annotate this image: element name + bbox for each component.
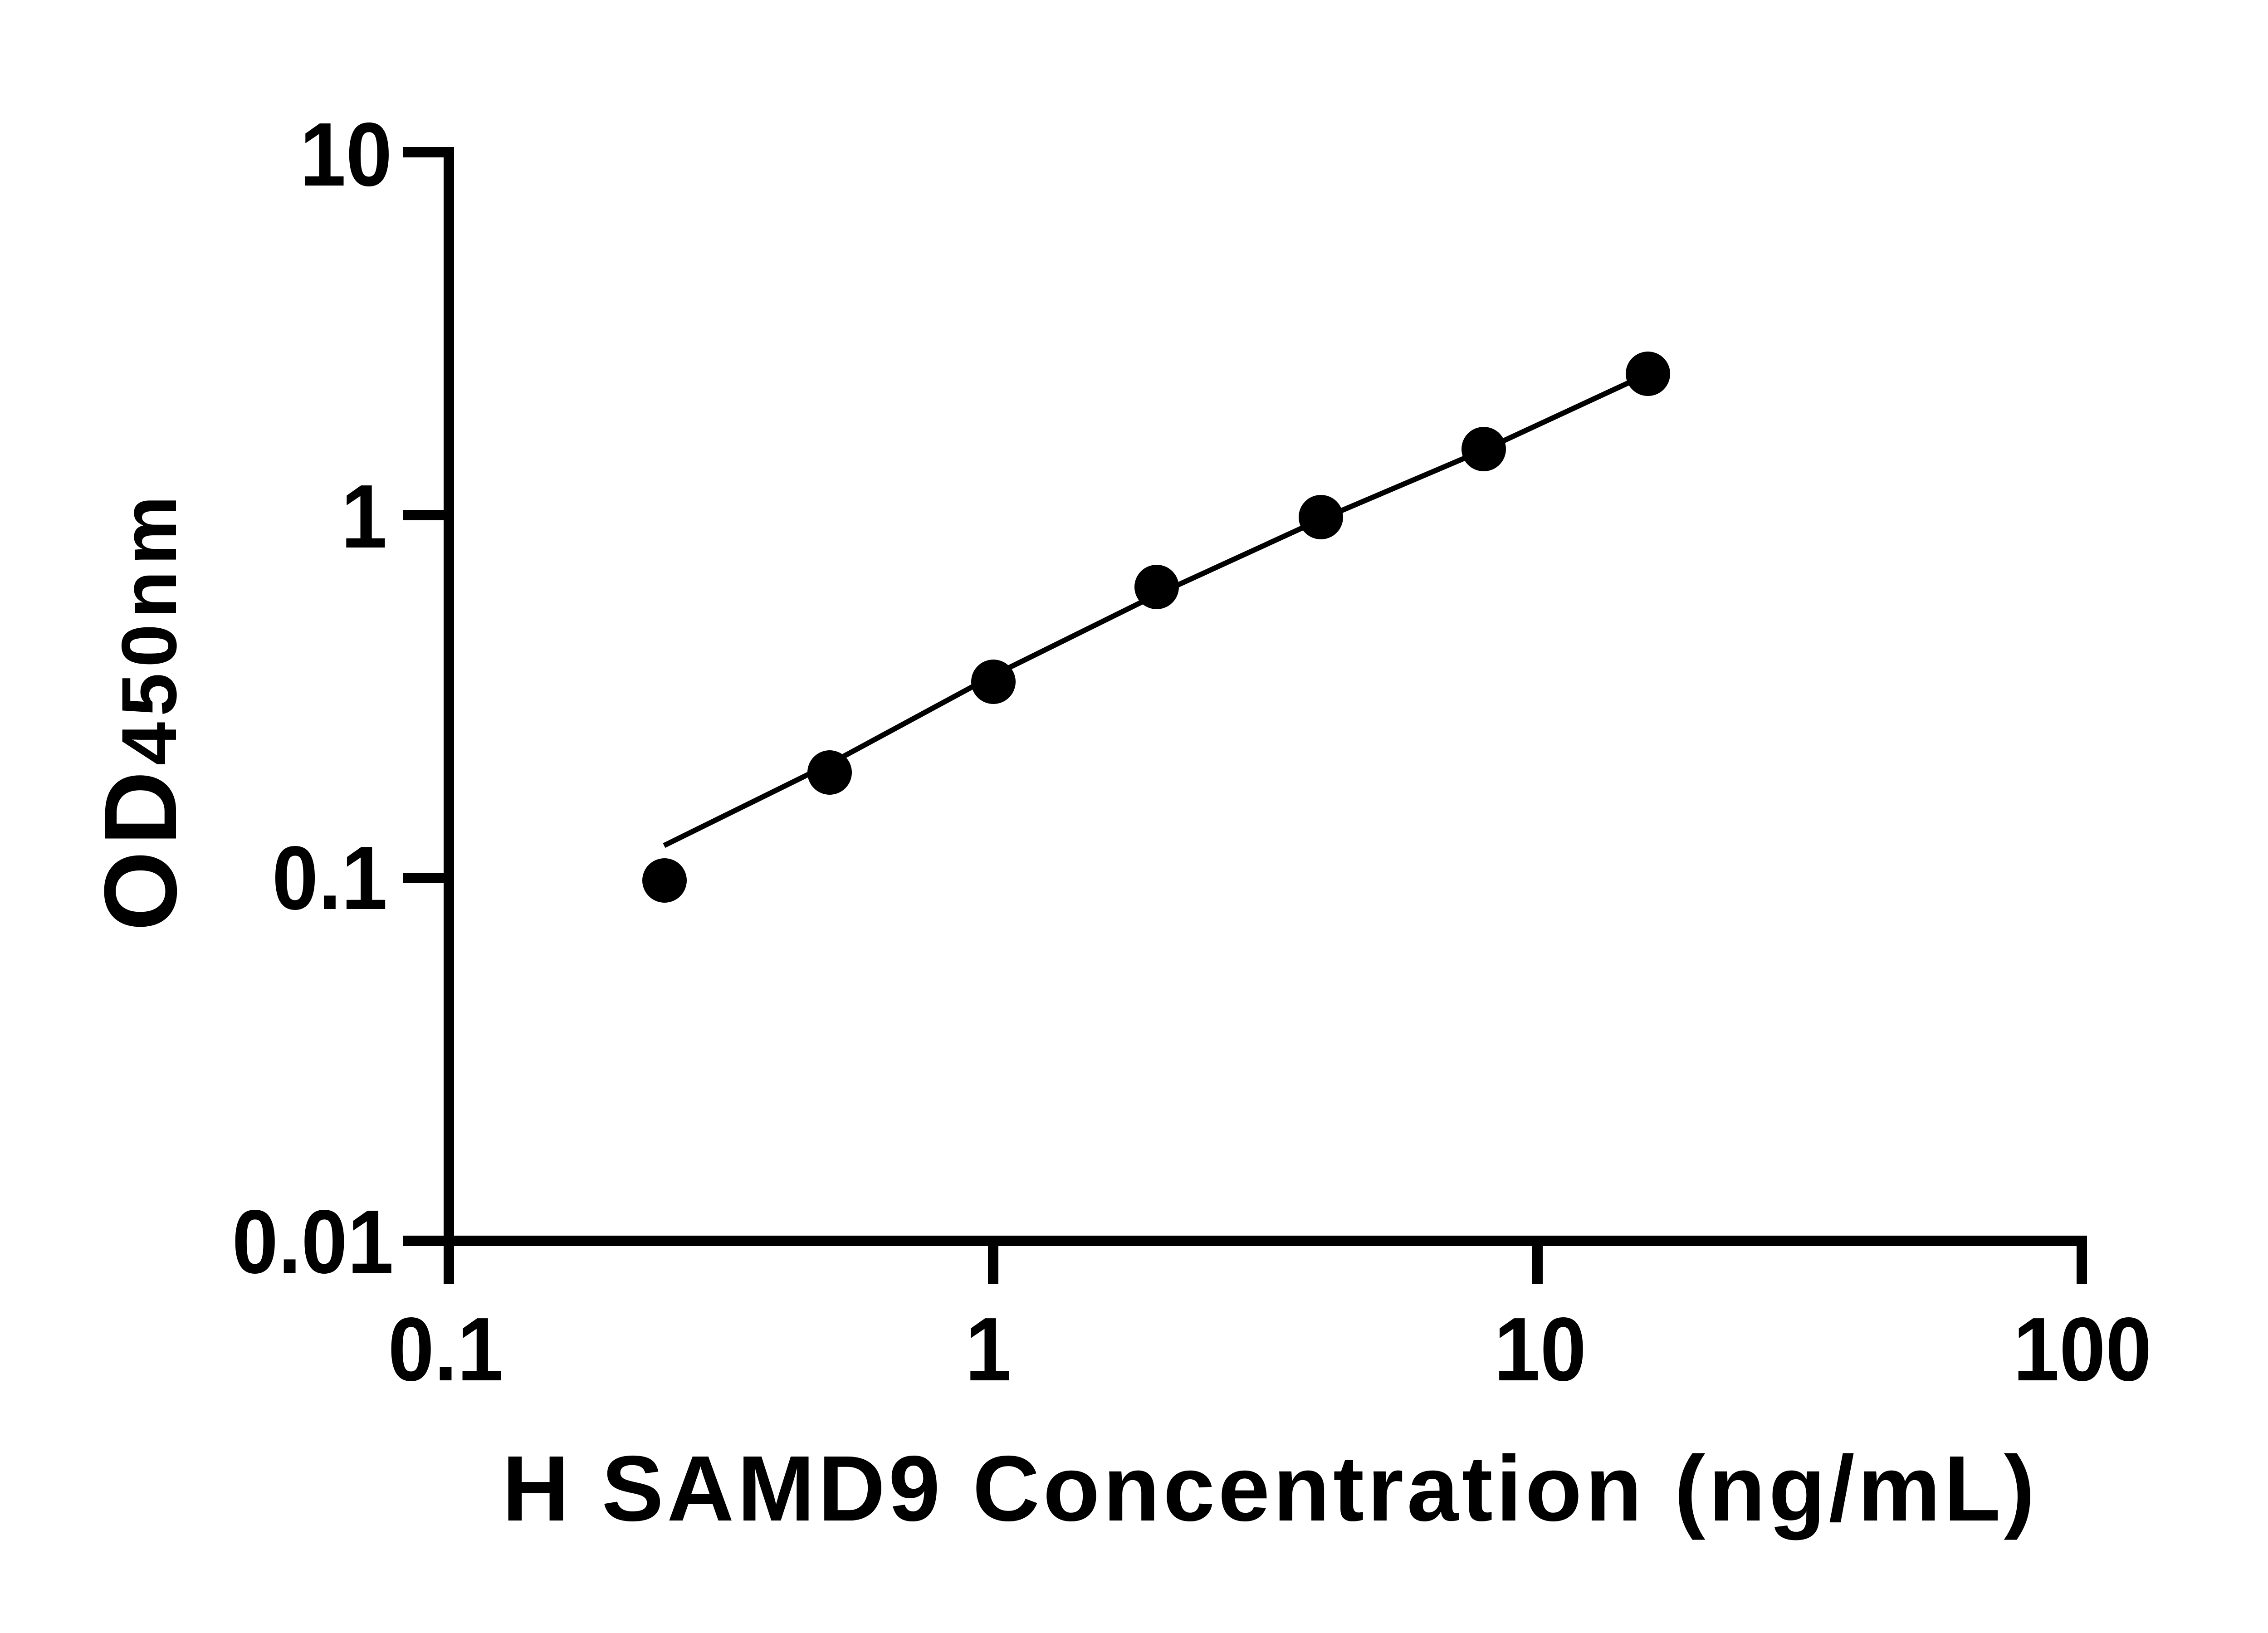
svg-text:0.01: 0.01 (232, 1191, 393, 1292)
svg-text:H SAMD9 Concentration (ng/mL): H SAMD9 Concentration (ng/mL) (502, 1437, 2038, 1540)
svg-text:10: 10 (300, 104, 392, 205)
svg-text:1: 1 (341, 466, 387, 567)
svg-text:1: 1 (965, 1299, 1012, 1400)
svg-text:0.1: 0.1 (388, 1299, 503, 1400)
svg-text:0.1: 0.1 (272, 827, 387, 929)
svg-text:100: 100 (2013, 1299, 2151, 1400)
svg-text:10: 10 (1494, 1299, 1587, 1400)
svg-text:OD450nm: OD450nm (83, 490, 198, 931)
